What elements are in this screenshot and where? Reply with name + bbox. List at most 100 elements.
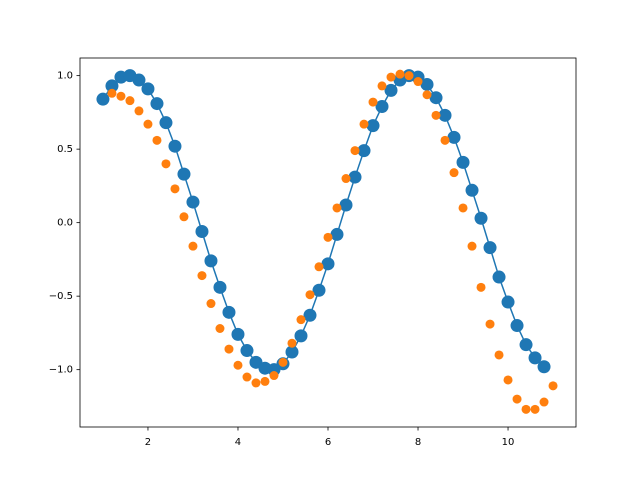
x-tick-label: 10	[502, 437, 515, 448]
marker	[350, 146, 360, 156]
marker	[143, 119, 153, 129]
marker	[213, 280, 227, 294]
marker	[456, 155, 470, 169]
y-tick-label: −0.5	[49, 291, 73, 302]
marker	[431, 110, 441, 120]
marker	[458, 203, 468, 213]
marker	[429, 91, 443, 105]
marker	[348, 170, 362, 184]
marker	[503, 375, 513, 385]
marker	[467, 241, 477, 251]
marker	[188, 241, 198, 251]
marker	[294, 329, 308, 343]
marker	[303, 308, 317, 322]
marker	[492, 270, 506, 284]
marker	[422, 90, 432, 100]
marker	[96, 92, 110, 106]
marker	[206, 299, 216, 309]
marker	[195, 224, 209, 238]
marker	[368, 97, 378, 107]
marker	[384, 83, 398, 97]
marker	[366, 119, 380, 133]
marker	[548, 381, 558, 391]
marker	[251, 378, 261, 388]
marker	[404, 71, 414, 81]
marker	[395, 69, 405, 79]
marker	[107, 88, 117, 98]
marker	[465, 183, 479, 197]
marker	[240, 344, 254, 358]
marker	[321, 257, 335, 271]
marker	[528, 351, 542, 365]
marker	[483, 241, 497, 255]
marker	[186, 195, 200, 209]
y-tick-label: 1.0	[57, 71, 73, 82]
marker	[537, 360, 551, 374]
y-tick-label: 0.5	[57, 144, 73, 155]
marker	[330, 227, 344, 241]
marker	[521, 404, 531, 414]
marker	[339, 198, 353, 212]
marker	[510, 319, 524, 333]
marker	[530, 404, 540, 414]
marker	[204, 254, 218, 268]
marker	[177, 167, 191, 181]
x-tick-label: 2	[145, 437, 151, 448]
marker	[296, 315, 306, 325]
marker	[519, 338, 533, 352]
marker	[269, 371, 279, 381]
marker	[197, 271, 207, 281]
marker	[314, 262, 324, 272]
marker	[141, 82, 155, 96]
marker	[242, 372, 252, 382]
marker	[159, 116, 173, 130]
marker	[449, 168, 459, 178]
marker	[375, 100, 389, 114]
marker	[359, 119, 369, 129]
marker	[494, 350, 504, 360]
marker	[438, 108, 452, 122]
y-tick-label: −1.0	[49, 365, 73, 376]
marker	[285, 345, 299, 359]
marker	[485, 319, 495, 329]
marker	[260, 376, 270, 386]
marker	[440, 135, 450, 145]
marker	[179, 212, 189, 222]
marker	[341, 174, 351, 184]
marker	[305, 290, 315, 300]
marker	[501, 295, 515, 309]
marker	[474, 211, 488, 225]
marker	[222, 305, 236, 319]
marker	[224, 344, 234, 354]
marker	[312, 283, 326, 297]
marker	[105, 79, 119, 93]
marker	[447, 130, 461, 144]
marker	[125, 96, 135, 106]
marker	[152, 135, 162, 145]
marker	[168, 139, 182, 153]
marker	[161, 159, 171, 169]
marker	[215, 324, 225, 334]
marker	[357, 144, 371, 158]
marker	[287, 338, 297, 348]
plot-frame	[79, 57, 577, 428]
marker	[386, 72, 396, 82]
marker	[512, 394, 522, 404]
marker	[332, 203, 342, 213]
marker	[116, 91, 126, 101]
marker	[278, 357, 288, 367]
x-tick-label: 4	[235, 437, 241, 448]
marker	[420, 77, 434, 91]
marker	[233, 360, 243, 370]
x-tick-label: 6	[325, 437, 331, 448]
marker	[134, 106, 144, 116]
marker	[377, 81, 387, 91]
marker	[231, 327, 245, 341]
marker	[170, 184, 180, 194]
y-tick-label: 0.0	[57, 218, 73, 229]
marker	[150, 97, 164, 111]
marker	[132, 73, 146, 87]
marker	[323, 232, 333, 242]
